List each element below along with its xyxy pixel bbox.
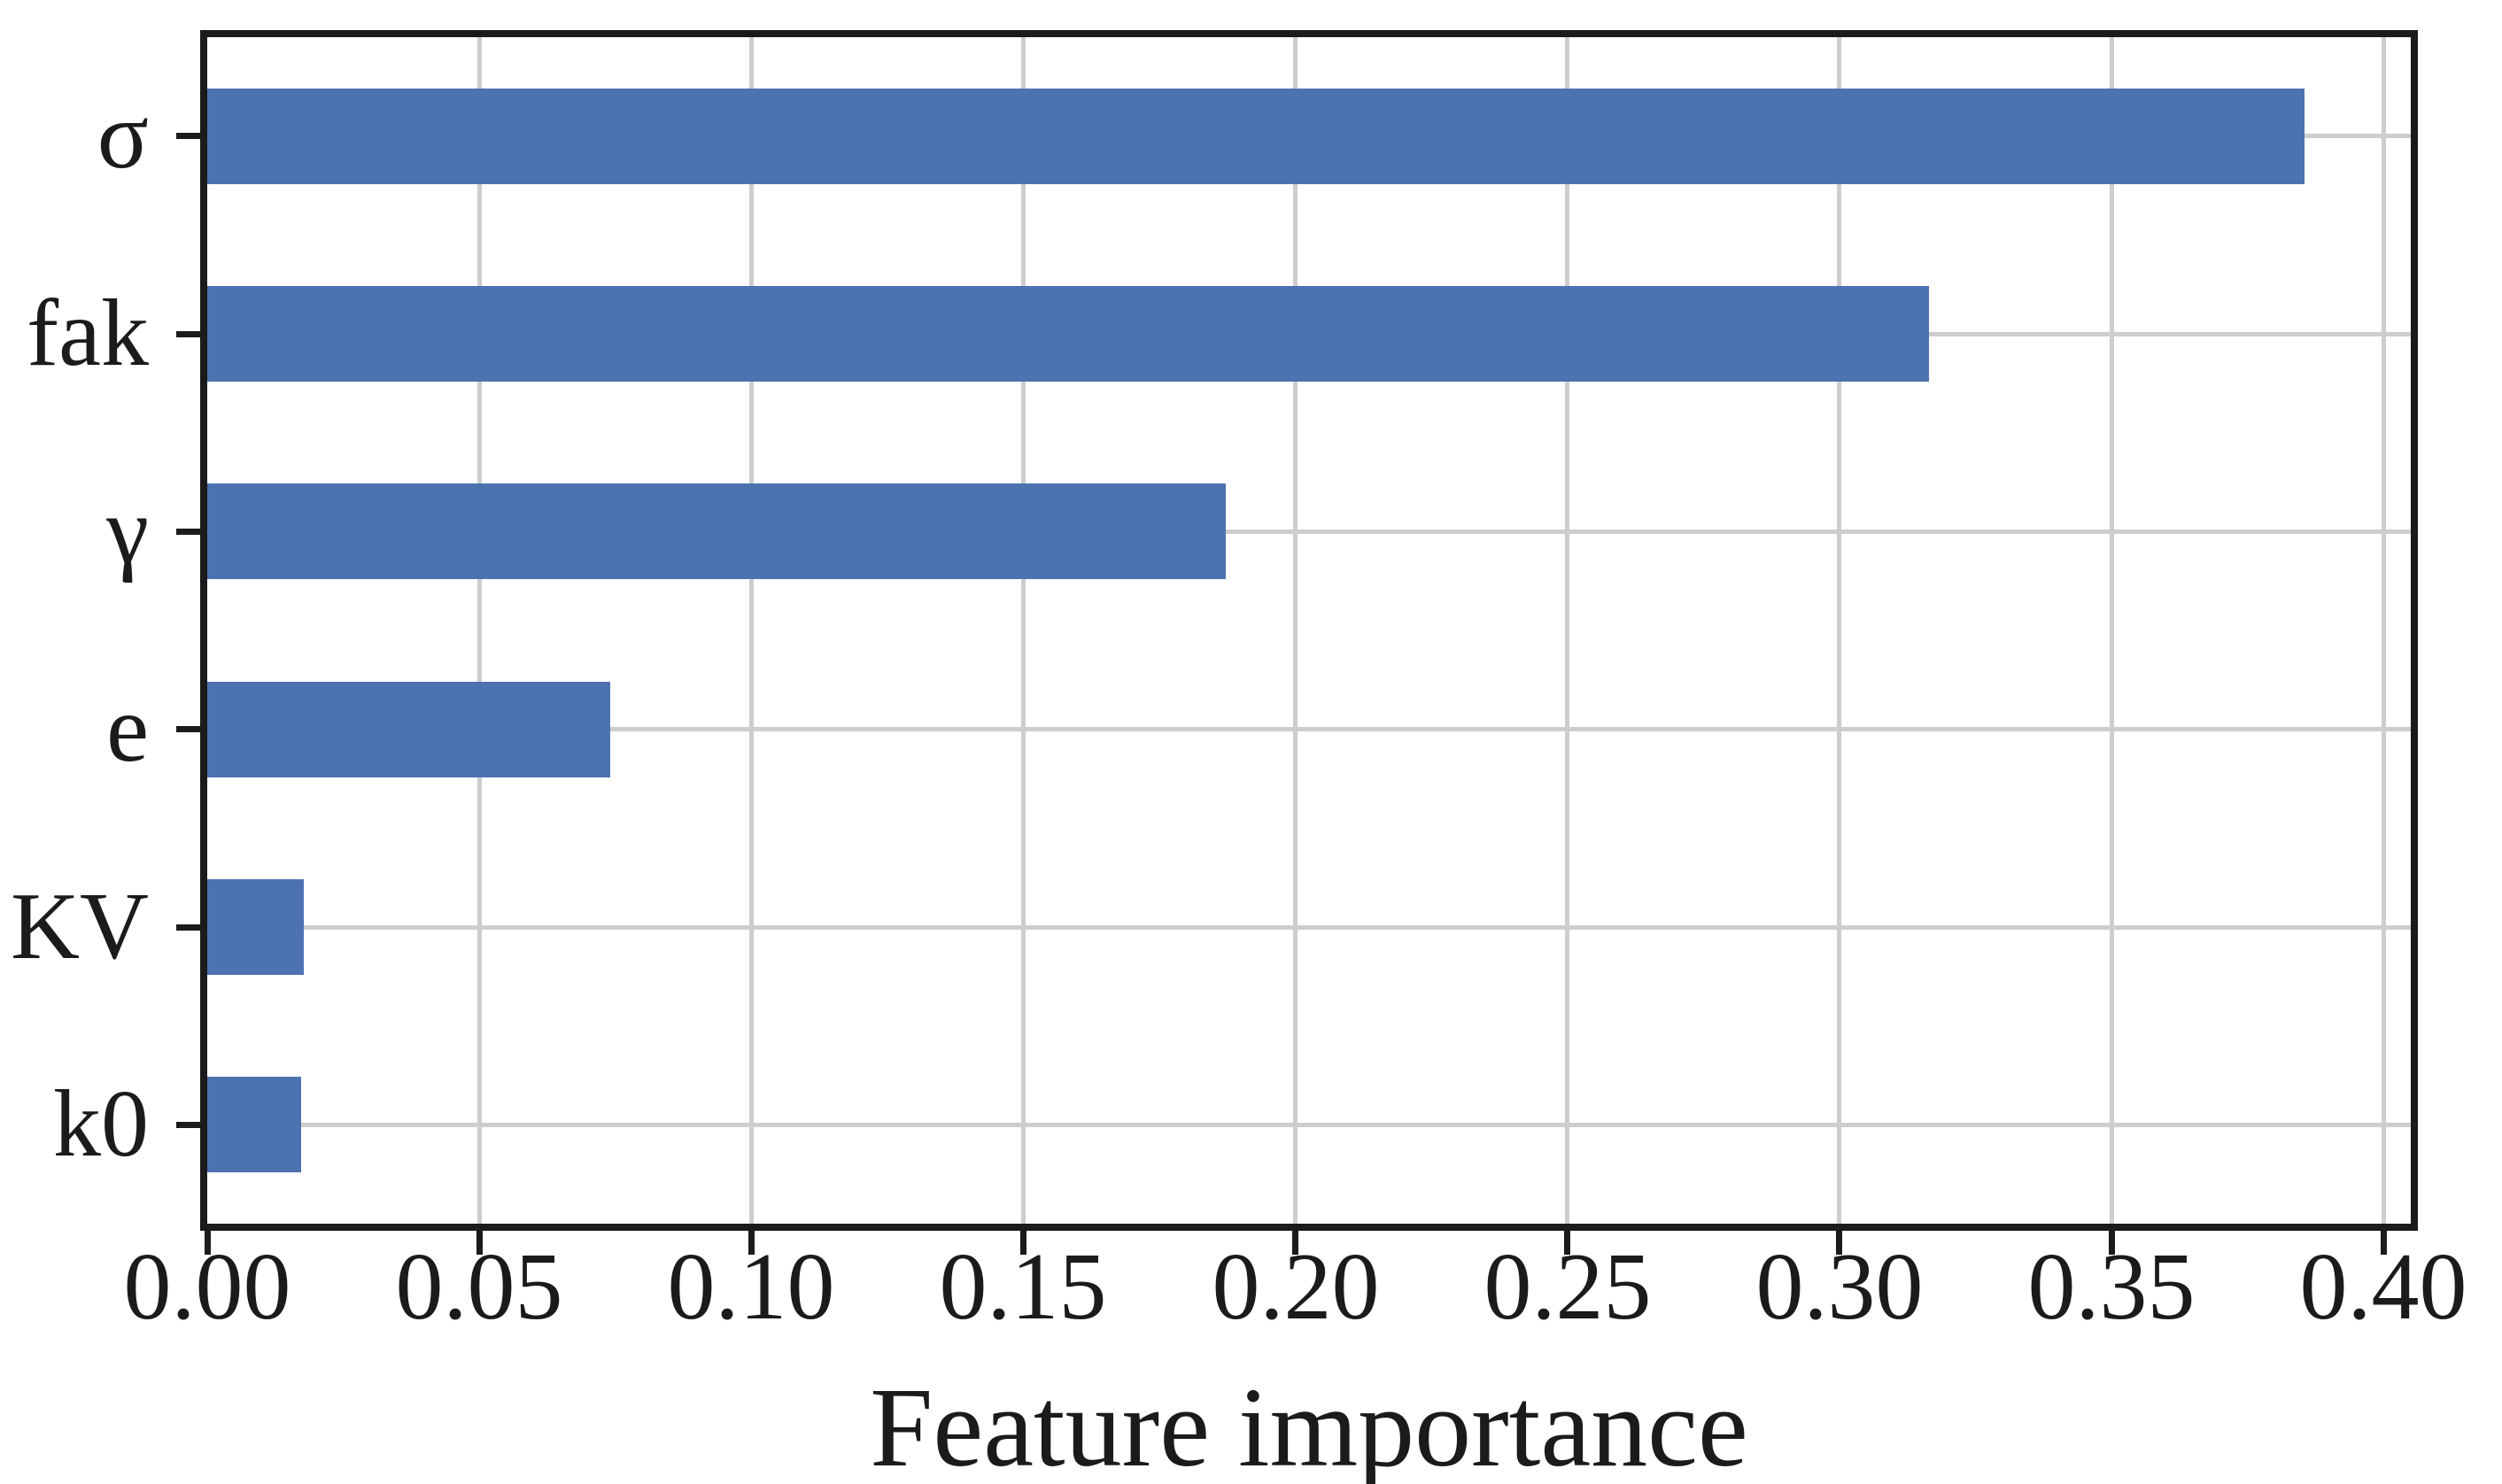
x-axis-title: Feature importance xyxy=(870,1364,1748,1484)
x-tick-label-0.15: 0.15 xyxy=(939,1234,1107,1340)
gridline-y-γ xyxy=(207,529,2411,534)
y-tick-label-γ: γ xyxy=(106,478,149,584)
y-tick-label-e: e xyxy=(106,676,149,782)
x-tick-label-0.10: 0.10 xyxy=(667,1234,835,1340)
gridline-x-0.35 xyxy=(2110,37,2114,1224)
y-tick-KV xyxy=(176,924,200,931)
gridline-x-0.05 xyxy=(477,37,482,1224)
x-tick-0.30 xyxy=(1836,1231,1842,1255)
gridline-y-e xyxy=(207,727,2411,731)
bar-k0 xyxy=(207,1077,301,1172)
x-tick-0.40 xyxy=(2381,1231,2387,1255)
x-tick-label-0.40: 0.40 xyxy=(2299,1234,2467,1340)
gridline-y-KV xyxy=(207,925,2411,930)
gridline-x-0.25 xyxy=(1565,37,1569,1224)
x-tick-0.25 xyxy=(1564,1231,1570,1255)
bar-σ xyxy=(207,89,2304,184)
gridline-x-0.40 xyxy=(2382,37,2386,1224)
x-tick-0.00 xyxy=(205,1231,211,1255)
y-tick-label-fak: fak xyxy=(27,281,149,386)
gridline-x-0.30 xyxy=(1837,37,1841,1224)
gridline-y-k0 xyxy=(207,1123,2411,1127)
gridline-x-0.10 xyxy=(749,37,754,1224)
x-tick-0.15 xyxy=(1020,1231,1026,1255)
x-tick-0.20 xyxy=(1292,1231,1298,1255)
x-tick-0.10 xyxy=(748,1231,755,1255)
plot-area xyxy=(200,30,2418,1231)
x-tick-label-0.25: 0.25 xyxy=(1483,1234,1652,1340)
gridline-x-0.15 xyxy=(1021,37,1026,1224)
y-tick-k0 xyxy=(176,1122,200,1128)
y-tick-fak xyxy=(176,331,200,337)
x-tick-label-0.30: 0.30 xyxy=(1755,1234,1924,1340)
bar-KV xyxy=(207,879,304,975)
x-tick-label-0.35: 0.35 xyxy=(2027,1234,2196,1340)
bar-e xyxy=(207,682,610,777)
x-tick-label-0.00: 0.00 xyxy=(123,1234,291,1340)
bar-fak xyxy=(207,286,1929,382)
y-tick-label-k0: k0 xyxy=(53,1071,149,1177)
bar-γ xyxy=(207,483,1226,579)
x-tick-label-0.05: 0.05 xyxy=(395,1234,563,1340)
y-tick-σ xyxy=(176,133,200,139)
gridline-x-0.20 xyxy=(1293,37,1297,1224)
y-tick-e xyxy=(176,726,200,732)
y-tick-γ xyxy=(176,529,200,535)
x-tick-0.35 xyxy=(2109,1231,2115,1255)
x-tick-0.05 xyxy=(476,1231,483,1255)
x-tick-label-0.20: 0.20 xyxy=(1212,1234,1380,1340)
y-tick-label-KV: KV xyxy=(11,874,149,979)
y-tick-label-σ: σ xyxy=(97,83,149,189)
